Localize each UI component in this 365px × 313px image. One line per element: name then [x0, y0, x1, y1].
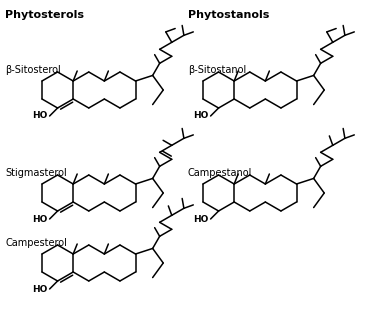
Text: Phytosterols: Phytosterols: [5, 10, 84, 20]
Text: HO: HO: [32, 214, 47, 223]
Text: β-Sitostanol: β-Sitostanol: [188, 65, 246, 75]
Text: β-Sitosterol: β-Sitosterol: [5, 65, 61, 75]
Text: HO: HO: [193, 111, 208, 121]
Text: Phytostanols: Phytostanols: [188, 10, 269, 20]
Text: Stigmasterol: Stigmasterol: [5, 168, 67, 178]
Text: Campesterol: Campesterol: [5, 238, 67, 248]
Text: HO: HO: [193, 214, 208, 223]
Text: HO: HO: [32, 111, 47, 121]
Text: Campestanol: Campestanol: [188, 168, 252, 178]
Text: HO: HO: [32, 285, 47, 294]
